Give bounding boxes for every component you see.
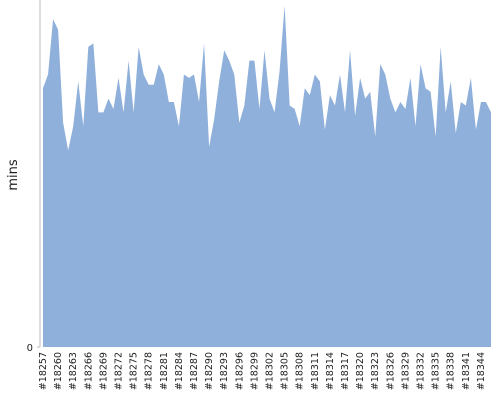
y-axis-label: mins — [6, 159, 21, 191]
x-tick-label: #18311 — [310, 352, 321, 390]
area — [43, 5, 491, 347]
x-tick-label: #18326 — [385, 352, 396, 390]
x-tick-label: #18260 — [53, 352, 64, 390]
x-tick-label: #18302 — [265, 352, 276, 390]
x-tick-label: #18266 — [83, 352, 94, 390]
x-tick-label: #18323 — [370, 352, 381, 390]
x-tick-label: #18341 — [461, 352, 472, 390]
x-tick-label: #18275 — [129, 352, 140, 390]
x-tick-label: #18290 — [204, 352, 215, 390]
x-tick-label: #18284 — [174, 352, 185, 390]
x-tick-label: #18257 — [38, 352, 49, 390]
x-tick-label: #18320 — [355, 352, 366, 390]
x-tick-label: #18299 — [249, 352, 260, 390]
x-tick-label: #18269 — [98, 352, 109, 390]
x-tick-label: #18329 — [400, 352, 411, 390]
x-tick-label: #18305 — [280, 352, 291, 390]
x-tick-label: #18335 — [431, 352, 442, 390]
x-tick-label: #18293 — [219, 352, 230, 390]
x-tick-label: #18332 — [416, 352, 427, 390]
x-tick-label: #18263 — [68, 352, 79, 390]
x-tick-label: #18296 — [234, 352, 245, 390]
x-tick-label: #18344 — [476, 352, 487, 390]
x-tick-label: #18281 — [159, 352, 170, 390]
x-tick-label: #18278 — [144, 352, 155, 390]
x-tick-label: #18317 — [340, 352, 351, 390]
x-tick-label: #18314 — [325, 352, 336, 390]
x-tick-label: #18287 — [189, 352, 200, 390]
x-tick-label: #18338 — [446, 352, 457, 390]
x-tick-label: #18272 — [114, 352, 125, 390]
x-tick-label: #18308 — [295, 352, 306, 390]
y-tick-label: 0 — [27, 343, 33, 354]
